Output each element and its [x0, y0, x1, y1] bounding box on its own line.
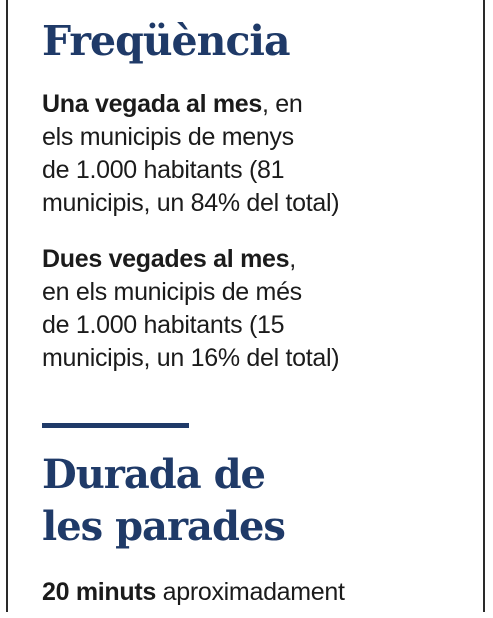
- duration-item: 20 minuts aproximadament: [42, 576, 472, 609]
- frequency-item-monthly: Una vegada al mes, en els municipis de m…: [42, 88, 472, 220]
- frequency-item-twice-monthly: Dues vegades al mes, en els municipis de…: [42, 243, 472, 375]
- frequency-item-monthly-bold: Una vegada al mes: [42, 90, 263, 118]
- section-heading-frequencia: Freqüència: [42, 17, 291, 65]
- frequency-item-twice-monthly-bold: Dues vegades al mes: [42, 245, 290, 273]
- duration-item-bold: 20 minuts: [42, 578, 156, 606]
- section-heading-durada: Durada de les parades: [42, 451, 286, 550]
- duration-item-text: aproximadament: [156, 578, 345, 606]
- frequency-item-monthly-text: , en els municipis de menys de 1.000 hab…: [42, 90, 340, 217]
- right-border-rule: [483, 0, 485, 612]
- left-border-rule: [6, 0, 8, 612]
- section-divider: [42, 423, 189, 428]
- frequency-item-twice-monthly-text: , en els municipis de més de 1.000 habit…: [42, 245, 340, 372]
